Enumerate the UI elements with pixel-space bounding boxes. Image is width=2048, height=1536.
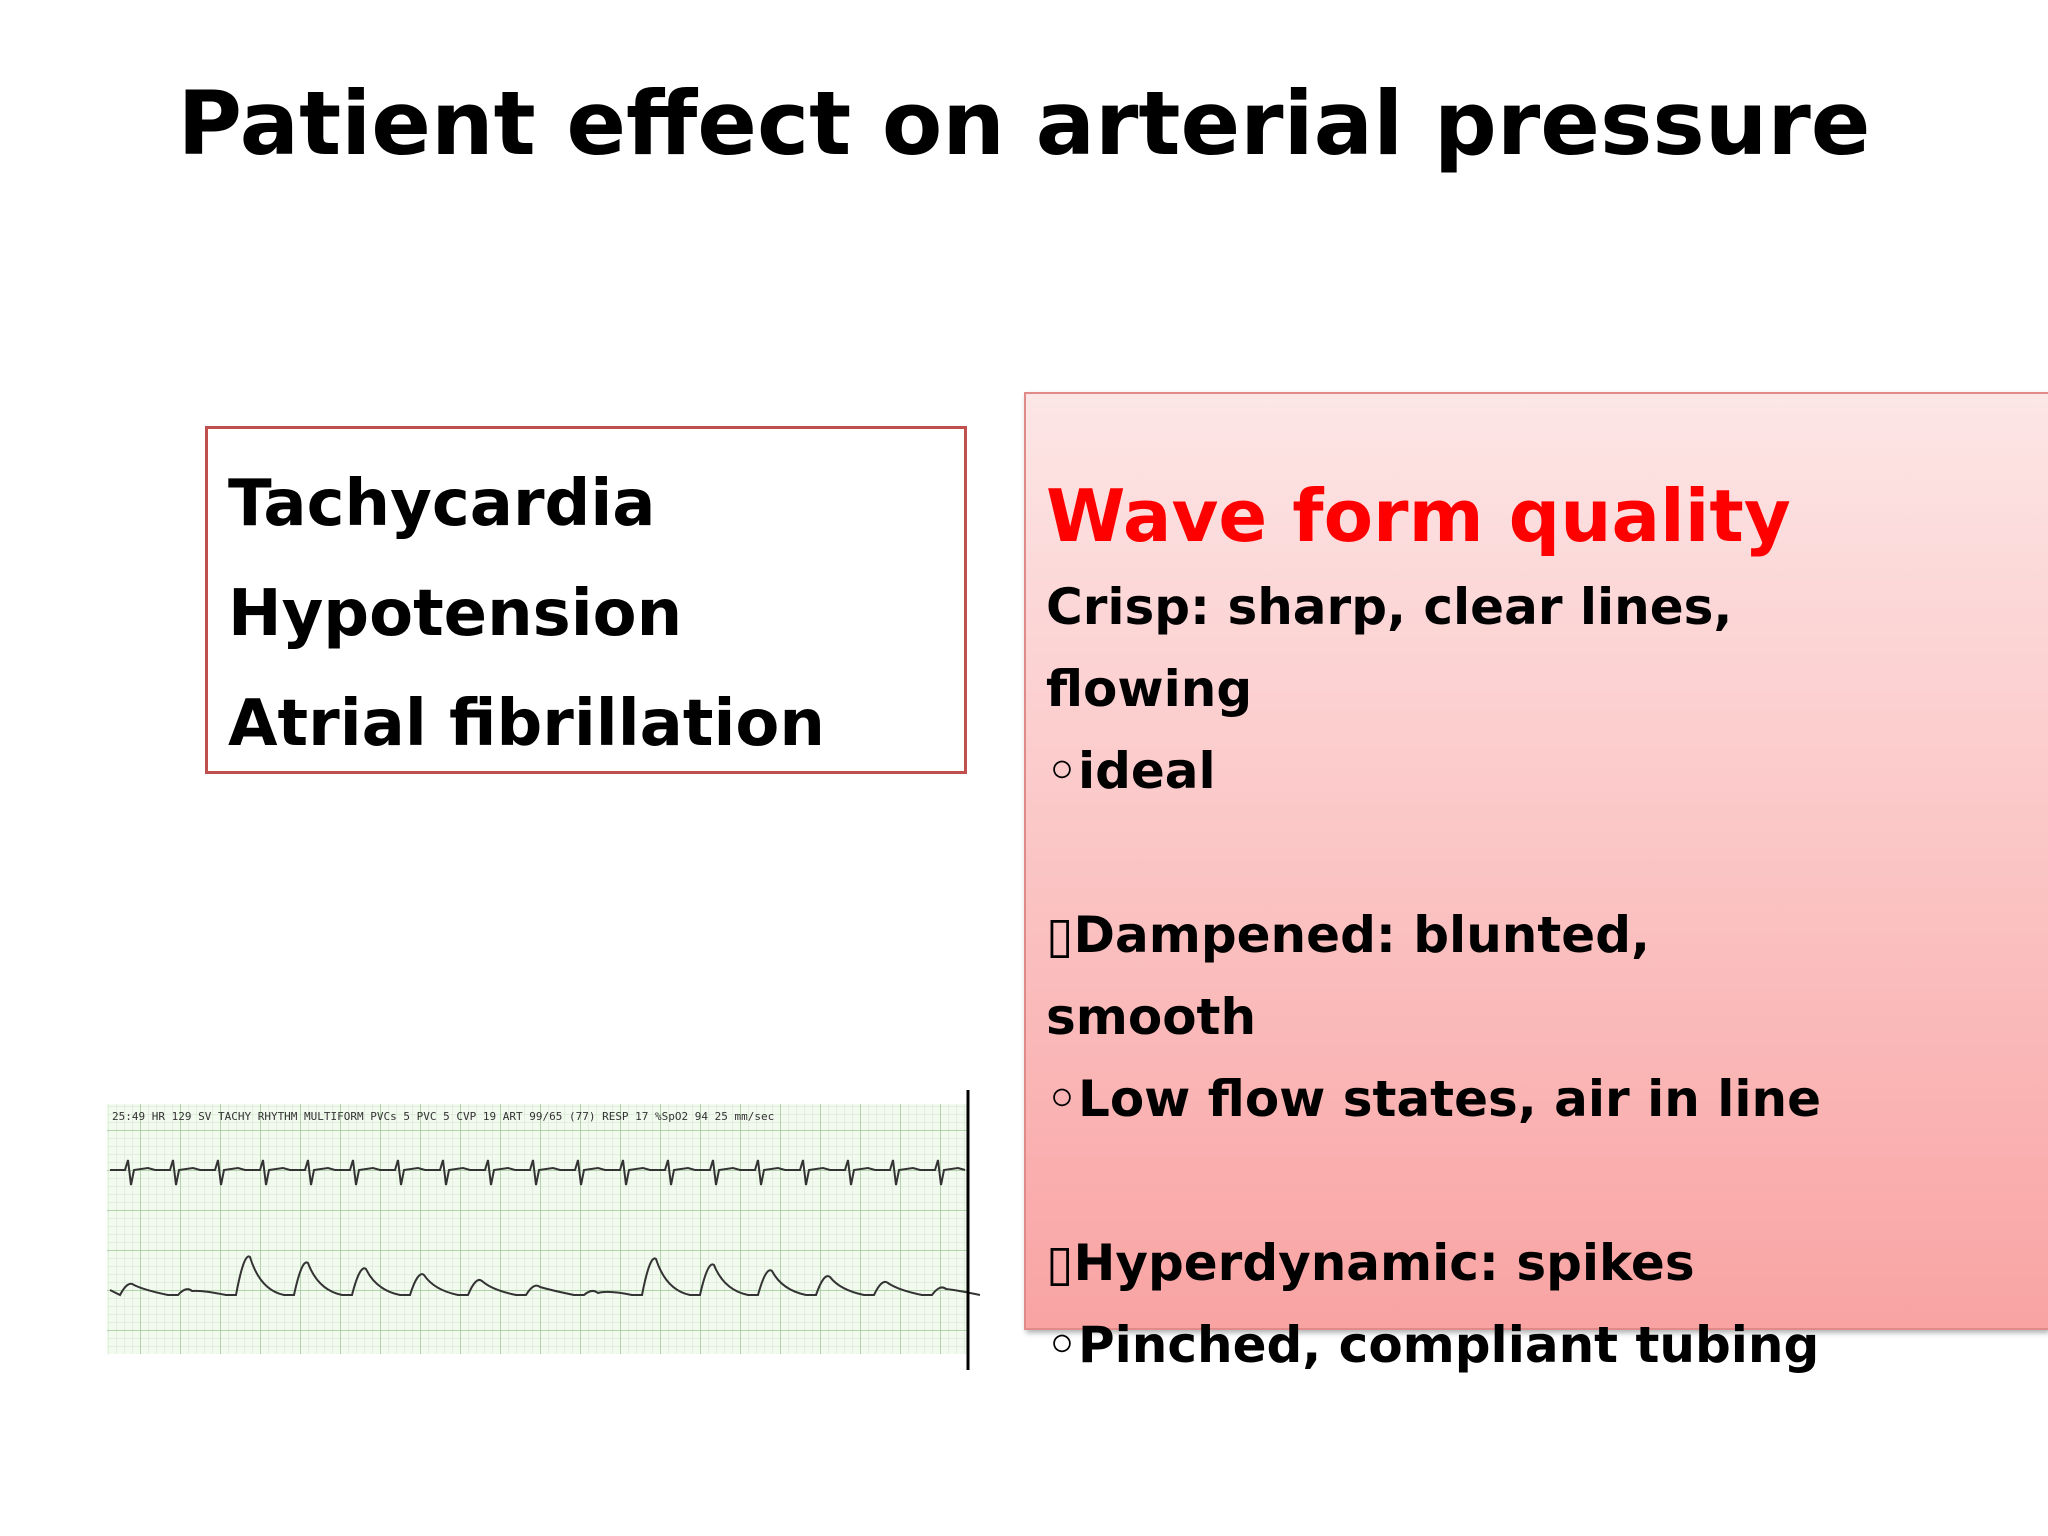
bullet-line: ▯Hyperdynamic: spikes xyxy=(1046,1234,1695,1292)
ecg-trace xyxy=(110,1159,966,1186)
bullet-line: ◦ideal xyxy=(1046,742,1216,800)
bullet-line: ▯Dampened: blunted, smooth xyxy=(1046,906,1650,1046)
condition-line: Tachycardia xyxy=(228,467,656,541)
arterial-trace xyxy=(109,1255,980,1297)
waveform-box: Wave form quality Crisp: sharp, clear li… xyxy=(1024,392,2048,1374)
bullet-line: ◦Pinched, compliant tubing xyxy=(1046,1316,1820,1374)
bullet-group: ▯Hyperdynamic: spikes ◦Pinched, compliant… xyxy=(1046,1222,2048,1386)
condition-box: Tachycardia Hypotension Atrial fibrillatio… xyxy=(205,426,967,774)
condition-line: Atrial fibrillation xyxy=(228,687,825,761)
bullet-line: Crisp: sharp, clear lines, flowing xyxy=(1046,578,1733,718)
bullet-group: ▯Dampened: blunted, smooth ◦Low flow stat… xyxy=(1046,894,2048,1140)
condition-line: Hypotension xyxy=(228,577,683,651)
slide-title: Patient effect on arterial pressure xyxy=(177,72,1871,175)
bullet-line: ◦Low flow states, air in line xyxy=(1046,1070,1822,1128)
ecg-grid xyxy=(107,1104,967,1354)
ecg-header: 25:49 HR 129 SV TACHY RHYTHM MULTIFORM P… xyxy=(112,1110,774,1123)
ecg-strip: 25:49 HR 129 SV TACHY RHYTHM MULTIFORM P… xyxy=(107,1090,980,1370)
bullet-group: Crisp: sharp, clear lines, flowing ◦ideal xyxy=(1046,566,2048,812)
box-heading: Wave form quality xyxy=(1046,474,1791,558)
